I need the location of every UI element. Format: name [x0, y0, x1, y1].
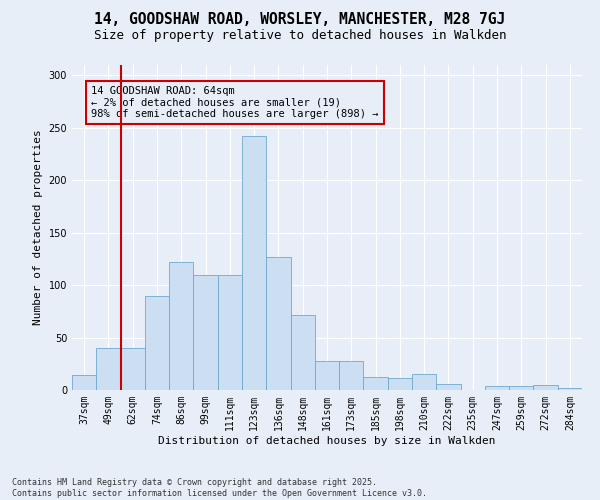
Bar [169, 262, 193, 390]
Bar [533, 385, 558, 390]
Bar [72, 376, 96, 390]
Text: Contains HM Land Registry data © Crown copyright and database right 2025.
Contai: Contains HM Land Registry data © Crown c… [12, 478, 427, 498]
Bar [364, 378, 388, 390]
Text: Size of property relative to detached houses in Walkden: Size of property relative to detached ho… [94, 29, 506, 42]
Bar [121, 348, 145, 390]
Bar [388, 378, 412, 390]
Y-axis label: Number of detached properties: Number of detached properties [33, 130, 43, 326]
Text: 14, GOODSHAW ROAD, WORSLEY, MANCHESTER, M28 7GJ: 14, GOODSHAW ROAD, WORSLEY, MANCHESTER, … [94, 12, 506, 28]
Bar [145, 296, 169, 390]
Bar [436, 384, 461, 390]
Bar [218, 274, 242, 390]
Bar [339, 360, 364, 390]
Text: 14 GOODSHAW ROAD: 64sqm
← 2% of detached houses are smaller (19)
98% of semi-det: 14 GOODSHAW ROAD: 64sqm ← 2% of detached… [91, 86, 379, 119]
Bar [509, 386, 533, 390]
Bar [315, 360, 339, 390]
Bar [558, 388, 582, 390]
Bar [290, 314, 315, 390]
Bar [266, 257, 290, 390]
Bar [412, 374, 436, 390]
Bar [193, 274, 218, 390]
Bar [485, 386, 509, 390]
X-axis label: Distribution of detached houses by size in Walkden: Distribution of detached houses by size … [158, 436, 496, 446]
Bar [96, 348, 121, 390]
Bar [242, 136, 266, 390]
